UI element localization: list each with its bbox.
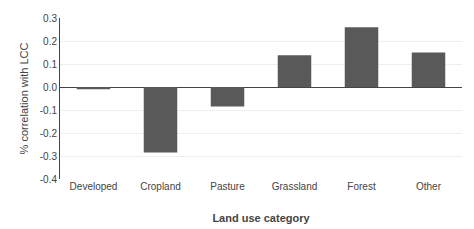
svg-text:Grassland: Grassland	[272, 181, 318, 192]
svg-text:Pasture: Pasture	[210, 181, 245, 192]
svg-text:Forest: Forest	[347, 181, 376, 192]
svg-text:Developed: Developed	[70, 181, 118, 192]
svg-text:-0.1: -0.1	[40, 105, 58, 116]
svg-text:Cropland: Cropland	[140, 181, 181, 192]
svg-text:0.3: 0.3	[43, 13, 57, 24]
svg-text:Land use category: Land use category	[212, 212, 310, 224]
svg-text:-0.2: -0.2	[40, 128, 58, 139]
svg-text:0.1: 0.1	[43, 59, 57, 70]
svg-text:0.0: 0.0	[43, 82, 57, 93]
svg-text:Other: Other	[416, 181, 442, 192]
svg-text:-0.3: -0.3	[40, 151, 58, 162]
svg-text:-0.4: -0.4	[40, 174, 58, 185]
svg-text:% correlation with LCC: % correlation with LCC	[18, 43, 30, 155]
svg-text:0.2: 0.2	[43, 36, 57, 47]
